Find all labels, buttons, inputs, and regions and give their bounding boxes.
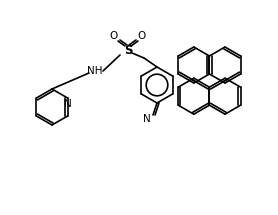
- Text: N: N: [64, 99, 71, 109]
- Text: NH: NH: [87, 66, 103, 76]
- Text: S: S: [124, 43, 132, 57]
- Text: N: N: [143, 114, 151, 124]
- Text: O: O: [110, 31, 118, 41]
- Text: O: O: [138, 31, 146, 41]
